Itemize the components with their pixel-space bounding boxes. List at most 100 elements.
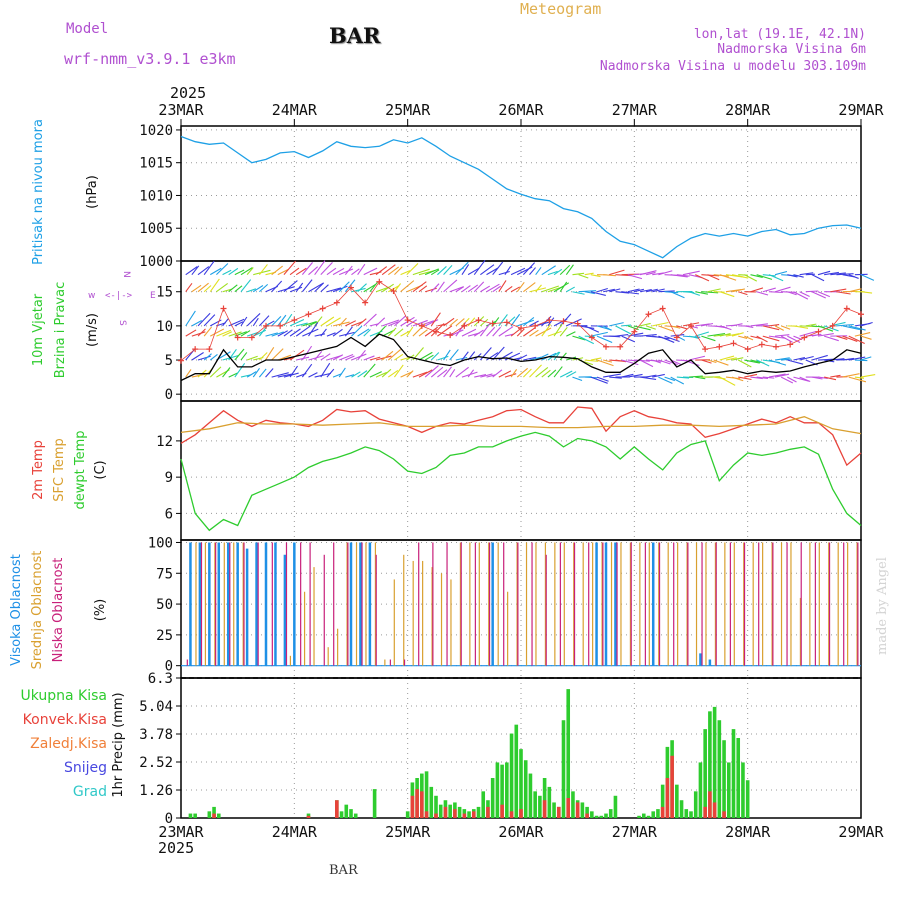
y-tick-label: 100: [148, 535, 173, 551]
wind-arrow: [473, 329, 484, 337]
top-time-axis: 23MAR 24MAR 25MAR 26MAR 27MAR 28MAR 29MAR: [158, 101, 885, 126]
wind-arrow: [621, 373, 634, 378]
precip-bar: [651, 811, 656, 818]
wind-arrow: [811, 274, 825, 282]
footer-station: BAR: [329, 863, 359, 878]
precip-bar: [608, 809, 613, 818]
wind-arrow: [301, 279, 313, 293]
wind-arrow: [707, 359, 717, 364]
wind-arrow: [455, 366, 469, 378]
wind-arrow: [430, 352, 440, 361]
wind-arrow: [787, 359, 804, 365]
wind-arrow: [731, 323, 743, 327]
precip-bar: [561, 720, 566, 818]
wind-arrow: [185, 329, 197, 337]
wind-arrow: [787, 274, 798, 278]
wind-arrow: [436, 281, 445, 293]
wind-arrow: [516, 354, 528, 361]
wind-arrow: [670, 274, 688, 278]
wind-arrow: [529, 364, 542, 378]
wind-arrow: [295, 267, 307, 276]
wind-arrow: [381, 368, 392, 378]
wind-arrow: [271, 372, 289, 378]
wind-arrow: [516, 281, 525, 293]
wind-arrow: [443, 279, 458, 293]
wind-arrow: [695, 291, 709, 295]
wind-arrow: [529, 320, 539, 327]
wind-arrow: [664, 335, 680, 343]
wind-arrow: [854, 332, 871, 337]
wind-arrow: [412, 319, 428, 327]
wind-arrow: [787, 335, 801, 343]
wind-arrow: [443, 265, 453, 276]
wind-arrow: [253, 269, 271, 276]
compass-n: N: [121, 271, 131, 278]
wind-arrow: [731, 376, 744, 382]
wind-arrow: [639, 359, 654, 368]
wind-arrow: [486, 374, 496, 378]
wind-arrow: [725, 357, 737, 361]
wind-arrow: [424, 287, 437, 293]
wind-arrow: [817, 270, 831, 276]
wind-arrow: [836, 335, 848, 340]
wind-arrow: [240, 352, 248, 361]
wind-arrow: [314, 372, 332, 378]
y-tick-label: 9: [165, 470, 173, 486]
wind-arrow: [646, 288, 658, 293]
wind-arrow: [559, 352, 567, 361]
wind-arrow: [332, 285, 348, 293]
wind-arrow: [860, 322, 873, 327]
wind-arrow: [240, 330, 251, 337]
wind-arrow: [713, 359, 729, 366]
wind-arrow: [191, 373, 206, 378]
wind-arrow: [670, 291, 685, 299]
wind-arrow: [609, 288, 621, 293]
wind-arrow: [817, 358, 834, 361]
wind-arrow: [609, 322, 624, 327]
wind-arrow: [590, 376, 608, 384]
precip-bar: [717, 720, 722, 818]
wind-arrow: [510, 369, 518, 378]
wind-arrow: [498, 280, 507, 293]
wind-arrow: [338, 367, 346, 378]
wind-arrow: [830, 374, 841, 378]
precip-bar: [613, 795, 618, 818]
top-date-label: 24MAR: [272, 101, 318, 119]
wind-arrow: [461, 317, 470, 327]
wind-arrow: [418, 351, 433, 361]
precip-bar: [495, 762, 500, 818]
wind-arrow: [467, 284, 479, 293]
wind-arrow: [621, 335, 636, 343]
wind-arrow: [455, 318, 465, 327]
wind-arrow: [652, 321, 669, 327]
wind-arrow: [780, 376, 794, 384]
bottom-date-label: 23MAR: [158, 823, 204, 841]
top-date-label: 25MAR: [385, 101, 431, 119]
precip-bar: [514, 724, 519, 818]
wind-arrow: [510, 313, 521, 327]
wind-arrow: [461, 328, 477, 337]
wind-arrow: [246, 267, 254, 276]
wind-arrow: [756, 335, 768, 343]
wind-arrow: [473, 281, 485, 293]
precip-bar: [566, 689, 571, 818]
wind-arrow: [314, 351, 323, 361]
wind-arrow: [228, 331, 242, 337]
wind-arrow: [265, 320, 275, 327]
wind-arrow: [258, 315, 270, 327]
wind-arrow: [824, 271, 839, 276]
precip-bar: [349, 809, 353, 818]
precip-bar: [528, 773, 533, 818]
precip-bar: [547, 786, 552, 818]
wind-arrow: [473, 259, 486, 275]
wind-arrow: [430, 366, 444, 378]
wind-arrow: [639, 334, 657, 337]
wind-arrow: [633, 325, 651, 331]
wind-arrow: [314, 316, 323, 327]
precip-bar: [712, 802, 717, 818]
y-tick-label: 10: [156, 319, 173, 335]
wind-arrow: [738, 274, 748, 276]
altitude-label: Nadmorska Visina 6m: [717, 42, 866, 57]
wind-arrow: [768, 373, 786, 378]
wind-arrow: [474, 374, 487, 378]
